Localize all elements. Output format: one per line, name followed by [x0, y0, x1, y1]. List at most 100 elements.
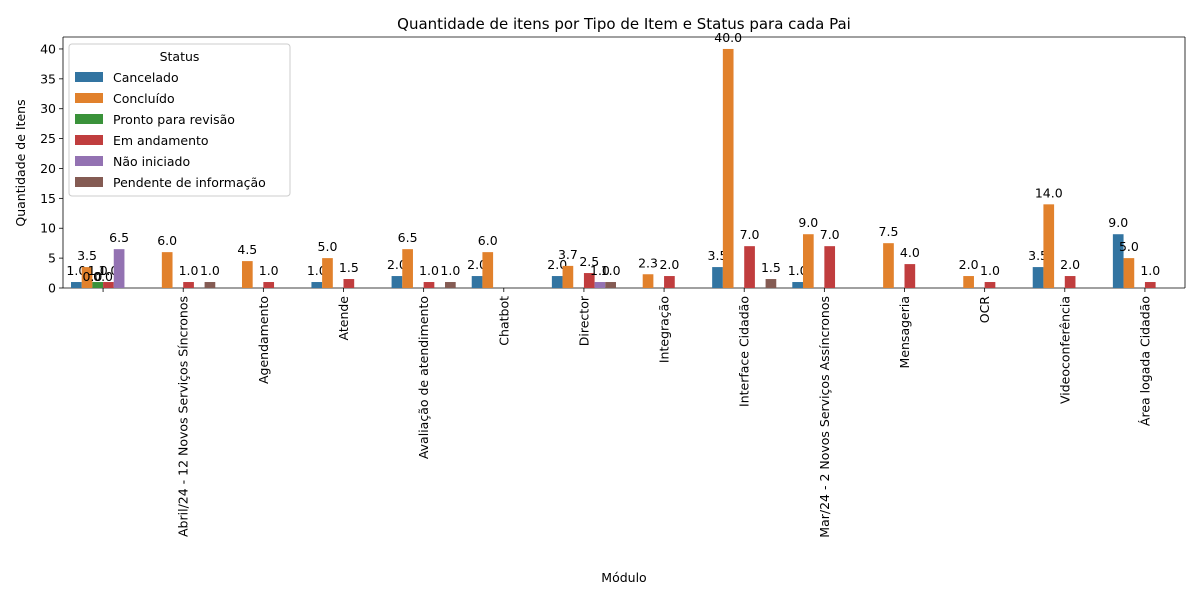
bar — [664, 276, 675, 288]
data-label: 6.5 — [398, 230, 418, 245]
bar — [391, 276, 403, 288]
data-label: 2.3 — [638, 255, 658, 270]
data-label: 1.5 — [761, 260, 781, 275]
data-label: 3.7 — [558, 247, 578, 262]
bar — [471, 276, 483, 288]
y-tick-label: 35 — [40, 71, 56, 86]
y-tick-label: 25 — [40, 131, 56, 146]
legend-box — [68, 43, 291, 197]
bar — [712, 267, 723, 288]
x-tick-label: Videoconferência — [1057, 296, 1072, 404]
x-tick-label: Mensageria — [897, 296, 912, 368]
bar — [583, 273, 595, 288]
data-label: 2.0 — [547, 257, 567, 272]
bar — [311, 282, 323, 288]
bar — [984, 282, 996, 288]
data-label: 5.0 — [1119, 239, 1139, 254]
bar — [183, 282, 194, 288]
bar — [482, 252, 494, 288]
y-tick-label: 5 — [48, 251, 56, 266]
bar — [722, 48, 734, 289]
data-label: 1.0 — [307, 263, 327, 278]
data-label: 6.5 — [109, 230, 129, 245]
x-tick-label: Interface Cidadão — [737, 296, 752, 407]
legend-swatch — [75, 72, 103, 82]
data-label: 9.0 — [1108, 215, 1128, 230]
bar — [765, 279, 777, 288]
data-label: 2.0 — [1060, 257, 1080, 272]
y-tick-label: 30 — [40, 101, 56, 116]
x-tick-label: Director — [576, 295, 591, 346]
data-label: 1.0 — [980, 263, 1000, 278]
data-label: 2.5 — [579, 254, 599, 269]
bar — [81, 267, 93, 288]
x-axis-label: Módulo — [601, 570, 646, 585]
bar — [792, 282, 803, 288]
bar — [71, 282, 82, 288]
data-label: 1.0 — [98, 263, 118, 278]
data-label: 6.0 — [157, 233, 177, 248]
data-label: 7.0 — [740, 227, 760, 242]
data-label: 9.0 — [798, 215, 818, 230]
x-tick-label: Agendamento — [256, 296, 271, 384]
bar — [904, 264, 916, 288]
legend-entry: Pronto para revisão — [113, 112, 235, 127]
bar — [92, 282, 104, 288]
legend-swatch — [75, 114, 103, 124]
data-label: 2.0 — [387, 257, 407, 272]
bar — [802, 234, 814, 288]
bar — [1043, 204, 1055, 288]
legend: Status Cancelado Concluído Pronto para revi… — [68, 43, 291, 197]
y-tick-label: 40 — [40, 41, 56, 56]
bar — [824, 246, 836, 288]
y-tick-label: 20 — [40, 161, 56, 176]
x-tick-label: Mar/24 - 2 Novos Serviços Assíncronos — [817, 296, 832, 538]
data-label: 1.0 — [1140, 263, 1160, 278]
data-label: 1.0 — [88, 263, 108, 278]
bar — [343, 279, 355, 288]
y-axis-label: Quantidade de Itens — [13, 99, 28, 226]
data-label: 3.5 — [708, 248, 728, 263]
legend-entry: Concluído — [113, 91, 175, 106]
data-label: 6.0 — [478, 233, 498, 248]
data-label: 7.0 — [820, 227, 840, 242]
data-label: 1.0 — [419, 263, 439, 278]
legend-swatch — [75, 93, 103, 103]
bar — [445, 282, 456, 288]
bar — [322, 258, 333, 288]
bar — [562, 265, 574, 288]
x-tick-label: Chatbot — [496, 296, 511, 346]
bar — [551, 276, 563, 288]
plot-area: 0 5 10 15 20 25 30 35 40 Abril/24 - 12 Novos Serv… — [40, 30, 1186, 538]
chart-title: Quantidade de itens por Tipo de Item e S… — [397, 15, 851, 33]
data-label: 5.0 — [318, 239, 338, 254]
data-label: 2.0 — [467, 257, 487, 272]
bar — [241, 261, 253, 288]
bar — [1112, 234, 1124, 288]
bar — [1123, 258, 1135, 288]
bar — [263, 282, 275, 288]
data-label: 2.0 — [659, 257, 679, 272]
bar — [1032, 267, 1044, 288]
data-label: 3.5 — [1028, 248, 1048, 263]
bar — [103, 282, 114, 288]
data-label: 1.0 — [179, 263, 199, 278]
x-tick-label: Abril/24 - 12 Novos Serviços Síncronos — [176, 296, 191, 537]
data-label: 0.0 — [93, 269, 113, 284]
legend-entry: Não iniciado — [113, 154, 190, 169]
bar — [1064, 276, 1076, 288]
bar — [161, 252, 173, 288]
data-label: 2.0 — [959, 257, 979, 272]
data-label: 1.0 — [601, 263, 621, 278]
legend-entry: Pendente de informação — [113, 175, 266, 190]
y-tick-label: 10 — [40, 221, 56, 236]
bar — [642, 274, 654, 288]
legend-swatch — [75, 135, 103, 145]
bar — [744, 246, 755, 288]
data-label: 1.0 — [440, 263, 460, 278]
bar — [402, 249, 413, 288]
x-tick-label: Área logada Cidadão — [1137, 296, 1152, 426]
data-label: 1.0 — [788, 263, 808, 278]
x-tick-label: Integração — [657, 296, 672, 363]
bar — [423, 282, 435, 288]
